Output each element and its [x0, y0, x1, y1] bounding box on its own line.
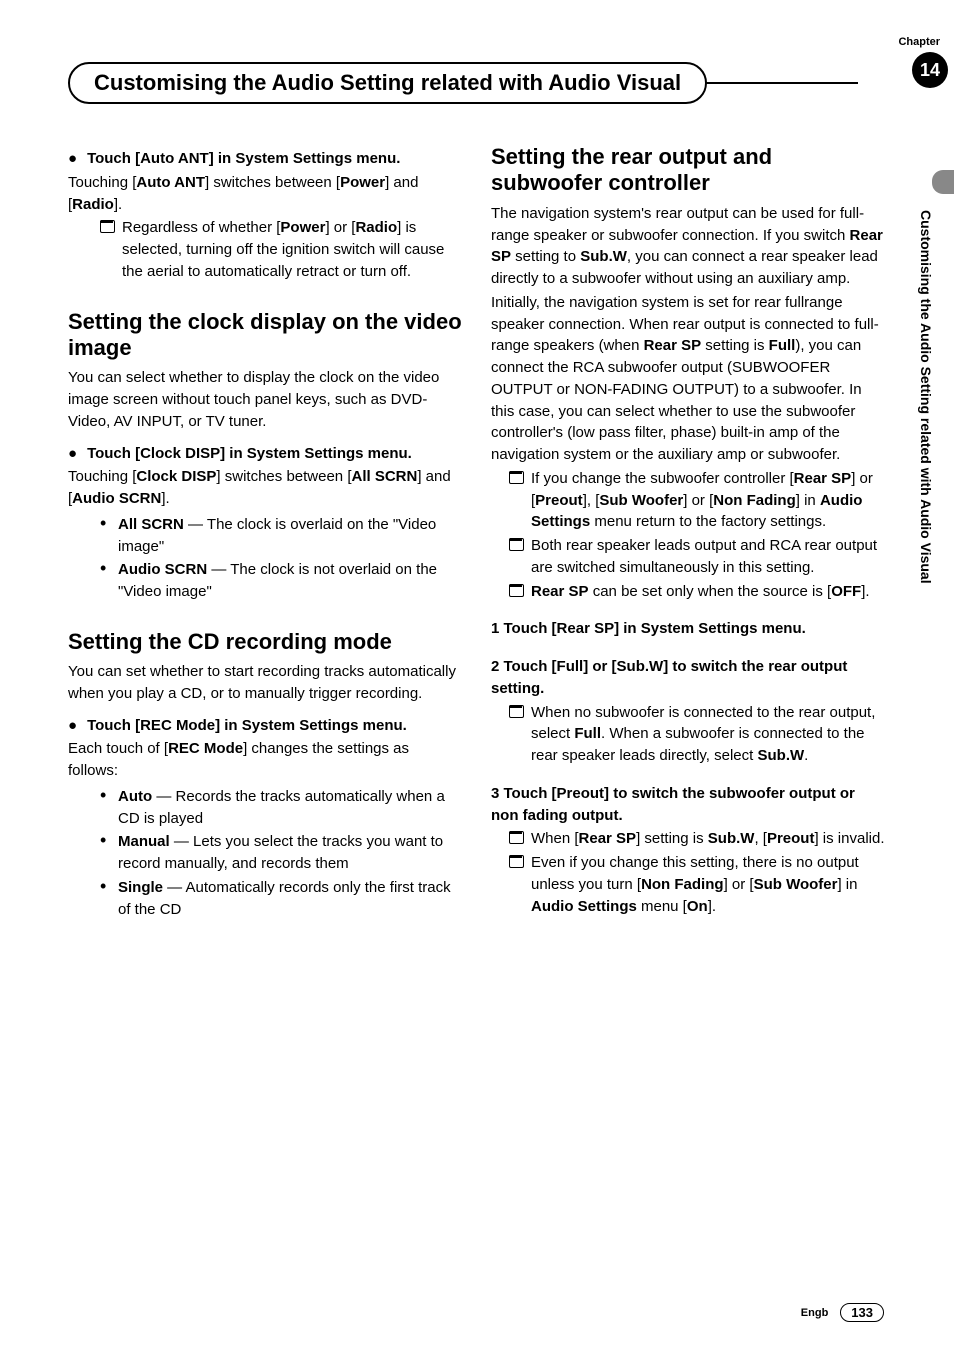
- body-text: Each touch of [REC Mode] changes the set…: [68, 738, 463, 782]
- note-item: When [Rear SP] setting is Sub.W, [Preout…: [509, 828, 886, 850]
- list-item: Auto — Records the tracks automatically …: [100, 786, 463, 830]
- body-text: Initially, the navigation system is set …: [491, 292, 886, 466]
- note-list: If you change the subwoofer controller […: [491, 468, 886, 603]
- title-rule: [705, 82, 858, 84]
- list-item: All SCRN — The clock is overlaid on the …: [100, 514, 463, 558]
- note-item: When no subwoofer is connected to the re…: [509, 702, 886, 767]
- footer-page-number: 133: [840, 1303, 884, 1322]
- note-list: When no subwoofer is connected to the re…: [491, 702, 886, 767]
- note-item: Even if you change this setting, there i…: [509, 852, 886, 917]
- note-item: Regardless of whether [Power] or [Radio]…: [100, 217, 463, 282]
- page-footer: Engb 133: [801, 1303, 884, 1322]
- body-text: You can set whether to start recording t…: [68, 661, 463, 705]
- note-item: Rear SP can be set only when the source …: [509, 581, 886, 603]
- note-list: When [Rear SP] setting is Sub.W, [Preout…: [491, 828, 886, 917]
- left-column: Touch [Auto ANT] in System Settings menu…: [68, 144, 463, 926]
- list-item: Audio SCRN — The clock is not overlaid o…: [100, 559, 463, 603]
- body-text: Touching [Clock DISP] switches between […: [68, 466, 463, 510]
- header-bar: Customising the Audio Setting related wi…: [68, 62, 886, 104]
- body-text: The navigation system's rear output can …: [491, 203, 886, 290]
- bullet-list: Auto — Records the tracks automatically …: [68, 786, 463, 921]
- list-item: Manual — Lets you select the tracks you …: [100, 831, 463, 875]
- numbered-step: 3 Touch [Preout] to switch the subwoofer…: [491, 783, 886, 827]
- side-tab-icon: [932, 170, 954, 194]
- note-item: Both rear speaker leads output and RCA r…: [509, 535, 886, 579]
- chapter-number-badge: 14: [912, 52, 948, 88]
- numbered-step: 2 Touch [Full] or [Sub.W] to switch the …: [491, 656, 886, 700]
- chapter-label: Chapter: [898, 36, 940, 48]
- side-section-label: Customising the Audio Setting related wi…: [918, 210, 934, 584]
- content-columns: Touch [Auto ANT] in System Settings menu…: [68, 144, 886, 926]
- note-list: Regardless of whether [Power] or [Radio]…: [68, 217, 463, 282]
- step-heading: Touch [Auto ANT] in System Settings menu…: [68, 148, 463, 170]
- section-heading: Setting the clock display on the video i…: [68, 309, 463, 362]
- page-title: Customising the Audio Setting related wi…: [68, 62, 707, 104]
- body-text: You can select whether to display the cl…: [68, 367, 463, 432]
- right-column: Setting the rear output and subwoofer co…: [491, 144, 886, 926]
- body-text: Touching [Auto ANT] switches between [Po…: [68, 172, 463, 216]
- step-heading: Touch [REC Mode] in System Settings menu…: [68, 715, 463, 737]
- footer-language: Engb: [801, 1307, 829, 1319]
- page: Chapter 14 Customising the Audio Setting…: [0, 0, 954, 1352]
- step-heading: Touch [Clock DISP] in System Settings me…: [68, 443, 463, 465]
- bullet-list: All SCRN — The clock is overlaid on the …: [68, 514, 463, 603]
- note-item: If you change the subwoofer controller […: [509, 468, 886, 533]
- section-heading: Setting the rear output and subwoofer co…: [491, 144, 886, 197]
- section-heading: Setting the CD recording mode: [68, 629, 463, 655]
- numbered-step: 1 Touch [Rear SP] in System Settings men…: [491, 618, 886, 640]
- list-item: Single — Automatically records only the …: [100, 877, 463, 921]
